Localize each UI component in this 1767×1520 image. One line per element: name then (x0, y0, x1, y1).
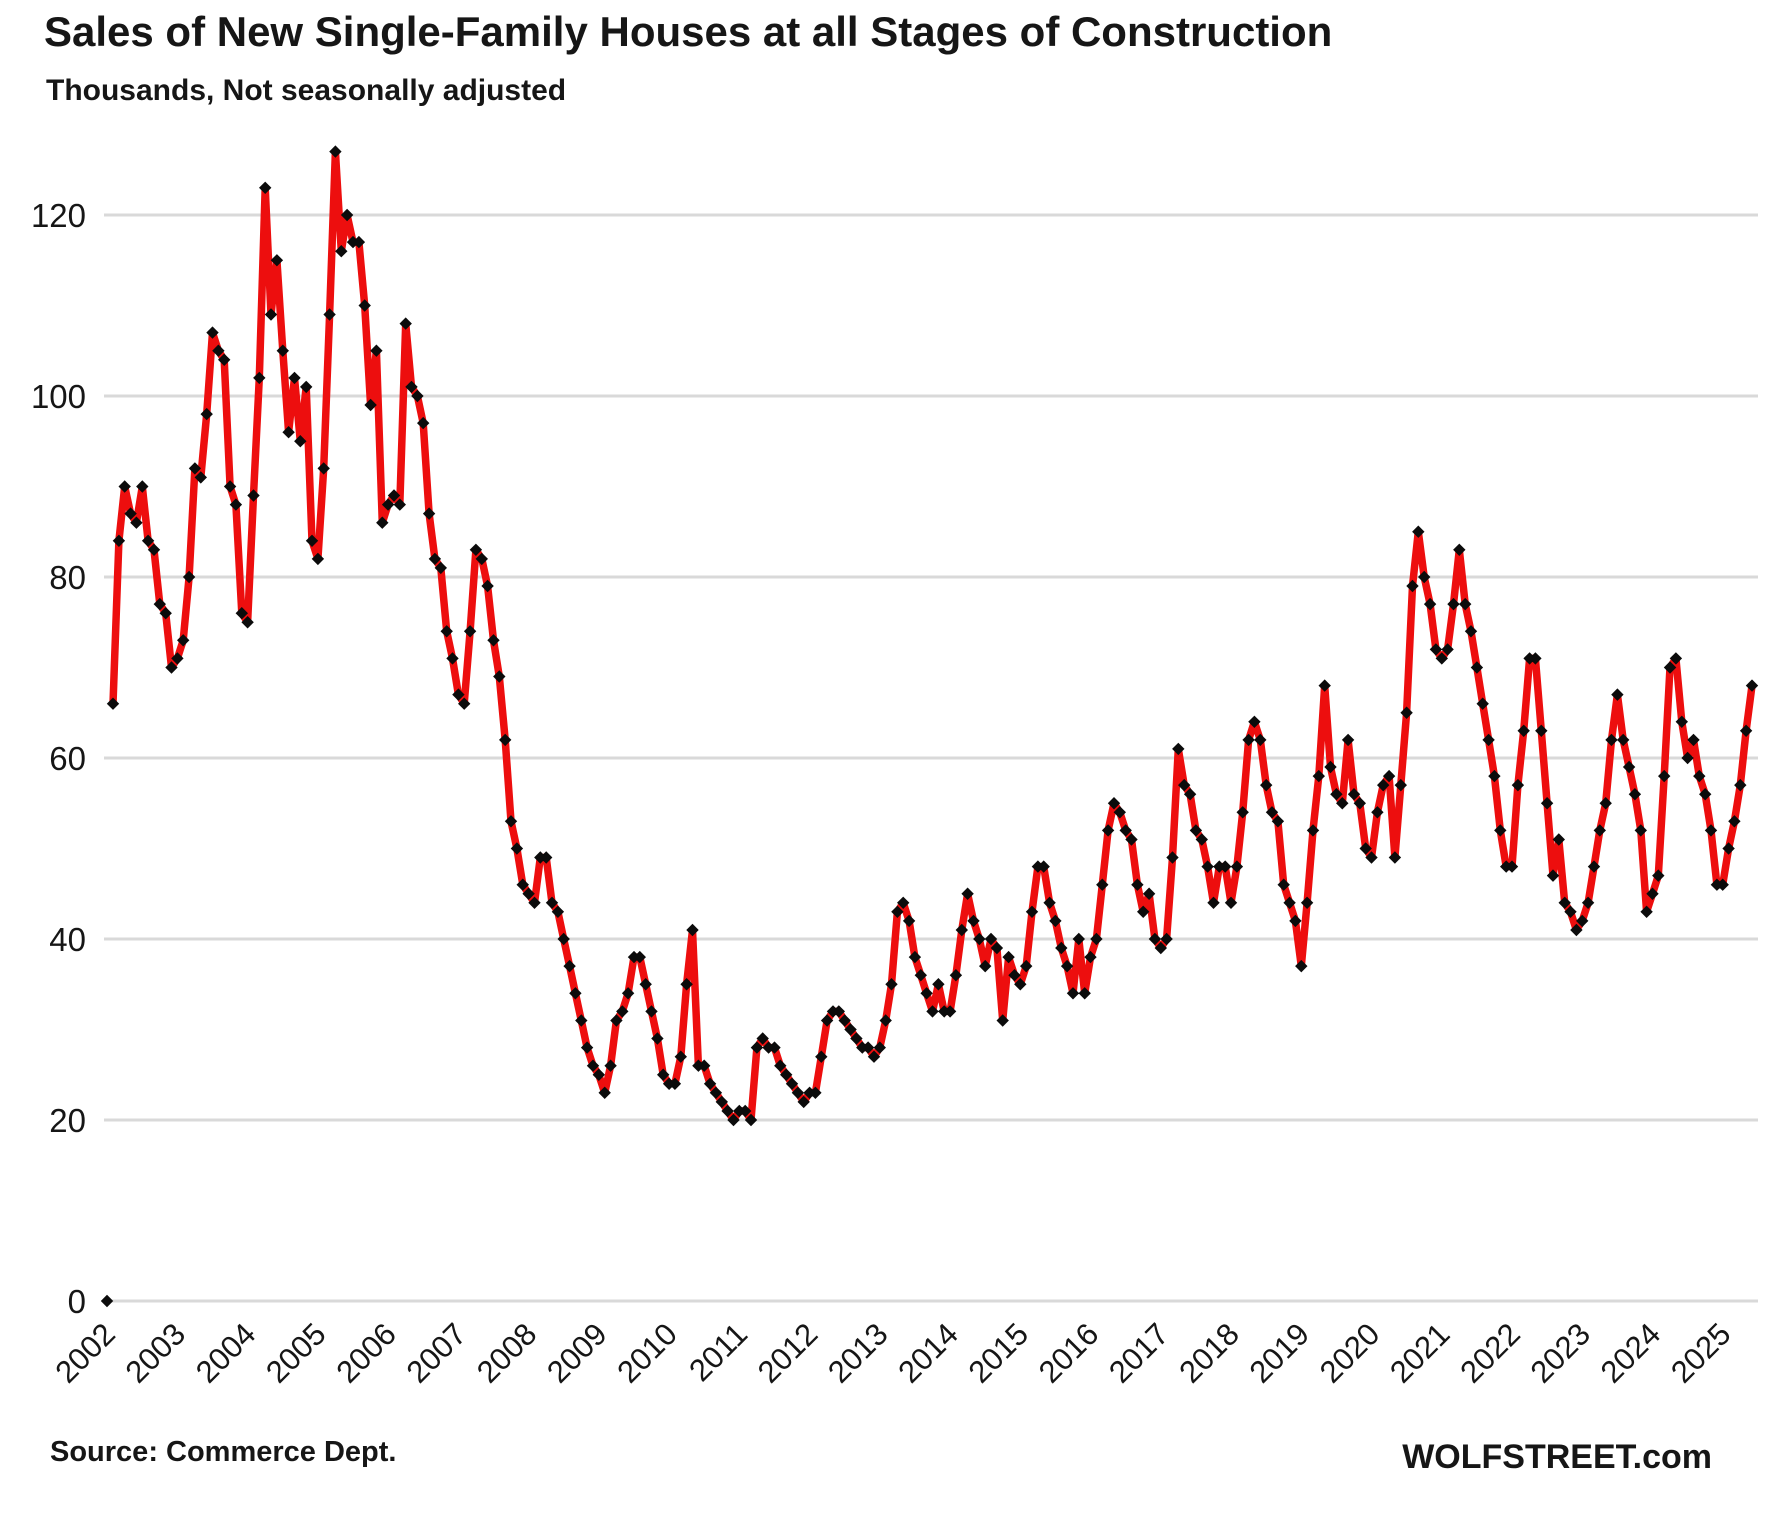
svg-text:2009: 2009 (540, 1316, 614, 1390)
svg-text:2022: 2022 (1453, 1316, 1527, 1390)
svg-text:2004: 2004 (189, 1316, 263, 1390)
svg-text:2011: 2011 (682, 1316, 754, 1388)
svg-text:2019: 2019 (1243, 1316, 1317, 1390)
svg-text:120: 120 (31, 197, 86, 234)
chart-title: Sales of New Single-Family Houses at all… (44, 8, 1333, 55)
svg-text:80: 80 (49, 559, 86, 596)
svg-text:2006: 2006 (329, 1316, 403, 1390)
svg-text:2014: 2014 (891, 1316, 965, 1390)
svg-text:0: 0 (68, 1283, 86, 1320)
gridlines (104, 213, 1758, 1303)
svg-text:2016: 2016 (1032, 1316, 1106, 1390)
svg-text:2015: 2015 (962, 1316, 1036, 1390)
svg-text:2005: 2005 (259, 1316, 333, 1390)
svg-text:2017: 2017 (1102, 1316, 1176, 1390)
source-note: Source: Commerce Dept. (50, 1436, 397, 1468)
svg-text:20: 20 (49, 1102, 86, 1139)
svg-text:2007: 2007 (400, 1316, 474, 1390)
sales-line (109, 147, 1756, 1124)
svg-text:2003: 2003 (119, 1316, 193, 1390)
svg-text:100: 100 (31, 378, 86, 415)
x-axis-year-labels: 2002200320042005200620072008200920102011… (48, 1316, 1737, 1390)
svg-text:2021: 2021 (1383, 1316, 1457, 1390)
svg-text:2018: 2018 (1172, 1316, 1246, 1390)
svg-text:60: 60 (49, 740, 86, 777)
chart-subtitle: Thousands, Not seasonally adjusted (46, 74, 567, 107)
svg-text:2013: 2013 (821, 1316, 895, 1390)
svg-text:2024: 2024 (1594, 1316, 1668, 1390)
wolfstreet-logo: WOLFSTREET.com (1402, 1438, 1712, 1476)
svg-text:2008: 2008 (470, 1316, 544, 1390)
svg-text:2023: 2023 (1524, 1316, 1598, 1390)
svg-text:2012: 2012 (751, 1316, 825, 1390)
data-point-markers (100, 145, 1759, 1308)
svg-text:2010: 2010 (610, 1316, 684, 1390)
svg-text:2025: 2025 (1664, 1316, 1738, 1390)
svg-text:2002: 2002 (48, 1316, 122, 1390)
svg-text:2020: 2020 (1313, 1316, 1387, 1390)
y-axis-labels: 0 20 40 60 80 100 120 (31, 197, 86, 1320)
svg-text:40: 40 (49, 921, 86, 958)
